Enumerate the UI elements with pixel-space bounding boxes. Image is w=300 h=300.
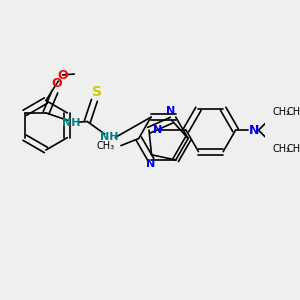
Text: NH: NH: [100, 132, 118, 142]
Text: O: O: [51, 77, 62, 90]
Text: CH₃: CH₃: [286, 144, 300, 154]
Text: CH₂: CH₂: [272, 144, 290, 154]
Text: S: S: [92, 85, 102, 98]
Text: N: N: [166, 106, 175, 116]
Text: N: N: [249, 124, 259, 137]
Text: CH₂: CH₂: [272, 106, 290, 117]
Text: N: N: [153, 125, 163, 135]
Text: O: O: [57, 69, 68, 82]
Text: CH₃: CH₃: [286, 106, 300, 117]
Text: CH₃: CH₃: [96, 141, 114, 151]
Text: NH: NH: [62, 118, 80, 128]
Text: N: N: [146, 159, 155, 169]
